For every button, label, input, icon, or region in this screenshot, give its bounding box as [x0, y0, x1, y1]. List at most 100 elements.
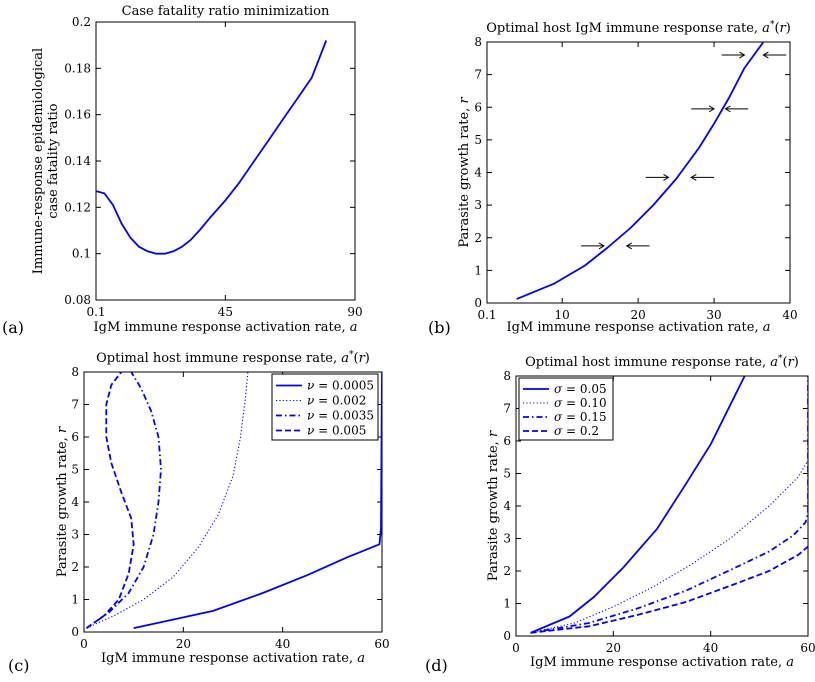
flow-arrow [625, 242, 650, 250]
y-tick-label: 6 [503, 434, 511, 448]
x-tick-label: 40 [782, 308, 797, 322]
y-tick-label: 2 [71, 560, 79, 574]
y-tick-label: 0.2 [72, 15, 91, 29]
chart-title: Optimal host immune response rate, a*(r) [525, 354, 799, 370]
y-tick-label: 1 [71, 593, 79, 607]
x-tick-label: 40 [703, 641, 718, 655]
x-tick-label: 0 [80, 637, 88, 651]
y-axis-label: Parasite growth rate, r [55, 426, 70, 577]
y-tick-label: 3 [503, 532, 511, 546]
flow-arrow [762, 51, 787, 59]
y-axis-label: Immune-response epidemiological [31, 48, 46, 274]
x-tick-label: 45 [218, 305, 233, 319]
x-tick-label: 60 [800, 641, 815, 655]
y-tick-label: 1 [503, 597, 511, 611]
series-line-0-0035 [85, 372, 162, 629]
flow-arrow [581, 242, 605, 250]
flow-arrow [724, 105, 749, 113]
y-tick-label: 5 [503, 467, 511, 481]
y-tick-label: 3 [474, 198, 482, 212]
flow-arrow [721, 51, 746, 59]
plot-frame [486, 41, 791, 304]
y-tick-label: 6 [71, 430, 79, 444]
y-tick-label: 0 [71, 625, 79, 639]
x-tick-label: 30 [706, 308, 721, 322]
chart-panel-b: Optimal host IgM immune response rate, a… [428, 20, 798, 337]
y-tick-label: 5 [474, 133, 482, 147]
chart-panel-d: Optimal host immune response rate, a*(r)… [425, 354, 815, 675]
y-tick-label: 4 [71, 495, 79, 509]
x-tick-label: 0 [512, 641, 520, 655]
legend-label: σ = 0.05 [554, 382, 607, 396]
legend: σ = 0.05σ = 0.10σ = 0.15σ = 0.2 [518, 377, 614, 441]
y-tick-label: 5 [71, 463, 79, 477]
y-tick-label: 8 [71, 365, 79, 379]
legend-label: ν = 0.005 [307, 424, 366, 438]
series-line-0-15 [530, 376, 808, 634]
y-tick-label: 0.16 [64, 108, 91, 122]
chart-title: Optimal host IgM immune response rate, a… [486, 20, 791, 36]
chart-panel-a: Case fatality ratio minimization 0.1 45 90 0… [2, 4, 363, 337]
chart-title: Case fatality ratio minimization [122, 4, 330, 19]
y-tick-label: 0 [474, 296, 482, 310]
chart-panel-c: Optimal host immune response rate, a*(r)… [8, 350, 390, 675]
series-line-0-0005 [133, 372, 382, 629]
legend-label: σ = 0.2 [554, 424, 599, 438]
x-axis-label: IgM immune response activation rate, a [530, 655, 794, 670]
x-axis-label: IgM immune response activation rate, a [506, 320, 770, 335]
y-axis-label: Parasite growth rate, r [486, 430, 501, 581]
x-tick-label: 20 [176, 637, 191, 651]
legend-label: ν = 0.0035 [307, 409, 374, 423]
series-line-0-002 [86, 372, 249, 629]
x-tick-label: 0.1 [477, 308, 496, 322]
panel-label: (a) [2, 318, 24, 337]
y-tick-label: 8 [474, 35, 482, 49]
series-line-0-05 [530, 376, 746, 634]
y-tick-label: 6 [474, 100, 482, 114]
y-tick-label: 0.18 [64, 61, 91, 75]
x-tick-label: 20 [606, 641, 621, 655]
series-line-0-2 [530, 545, 808, 634]
y-tick-label: 0.08 [64, 293, 91, 307]
flow-arrow [690, 173, 715, 181]
y-axis-label: case fatality ratio [46, 103, 61, 218]
y-tick-label: 8 [503, 369, 511, 383]
y-tick-label: 2 [503, 564, 511, 578]
y-tick-label: 7 [474, 68, 482, 82]
y-tick-label: 0.14 [64, 154, 91, 168]
series-line-0-10 [530, 460, 808, 634]
series-line-0 [516, 42, 765, 300]
panel-label: (c) [8, 656, 29, 675]
x-tick-label: 60 [374, 637, 389, 651]
y-tick-label: 1 [474, 263, 482, 277]
flow-arrow [691, 105, 716, 113]
y-axis-label: Parasite growth rate, r [457, 97, 472, 248]
x-axis-label: IgM immune response activation rate, a [93, 320, 357, 335]
series-line-0 [96, 40, 328, 255]
panel-label: (b) [428, 318, 451, 337]
flow-arrow [645, 173, 670, 181]
x-tick-label: 10 [555, 308, 570, 322]
y-tick-label: 4 [503, 499, 511, 513]
y-tick-label: 2 [474, 231, 482, 245]
series-line-0-005 [85, 372, 135, 629]
plot-frame [95, 21, 356, 301]
x-axis-label: IgM immune response activation rate, a [101, 651, 365, 666]
x-tick-label: 90 [347, 305, 362, 319]
y-tick-label: 0.1 [72, 247, 91, 261]
y-tick-label: 0 [503, 629, 511, 643]
y-tick-label: 7 [71, 398, 79, 412]
legend-label: ν = 0.002 [307, 394, 366, 408]
x-tick-label: 40 [275, 637, 290, 651]
x-tick-label: 0.1 [86, 305, 105, 319]
legend-label: σ = 0.15 [554, 410, 607, 424]
y-tick-label: 7 [503, 402, 511, 416]
y-tick-label: 4 [474, 166, 482, 180]
legend-label: σ = 0.10 [554, 396, 607, 410]
x-tick-label: 20 [630, 308, 645, 322]
y-tick-label: 3 [71, 528, 79, 542]
y-tick-label: 0.12 [64, 200, 91, 214]
legend-label: ν = 0.0005 [307, 379, 374, 393]
